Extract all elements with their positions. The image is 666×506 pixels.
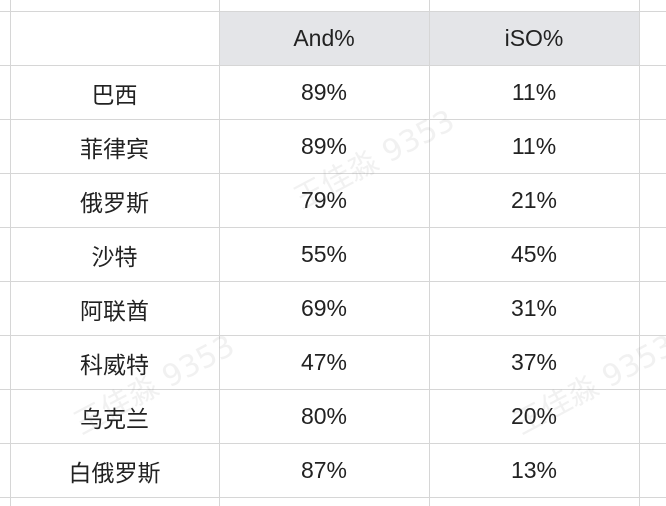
grid-line	[219, 0, 220, 506]
table-row: 沙特 55% 45%	[0, 228, 666, 282]
header-cell-ios[interactable]: iSO%	[429, 12, 639, 65]
and-cell[interactable]: 80%	[300, 403, 348, 429]
and-cell[interactable]: 79%	[300, 187, 348, 213]
table-row: 阿联酋 69% 31%	[0, 282, 666, 336]
ios-cell[interactable]: 31%	[510, 295, 558, 321]
ios-cell[interactable]: 11%	[511, 79, 557, 105]
ios-cell[interactable]: 13%	[510, 457, 558, 483]
header-cell-country[interactable]	[10, 12, 219, 65]
header-cell-and[interactable]: And%	[219, 12, 429, 65]
ios-cell[interactable]: 21%	[510, 187, 558, 213]
cell-top-b[interactable]	[219, 0, 429, 11]
ios-cell[interactable]: 37%	[510, 349, 558, 375]
table-row: 菲律宾 89% 11%	[0, 120, 666, 174]
cell-top-c[interactable]	[429, 0, 639, 11]
header-row: And% iSO%	[0, 12, 666, 66]
top-partial-row	[0, 0, 666, 12]
and-cell[interactable]: 69%	[300, 295, 348, 321]
and-cell[interactable]: 87%	[300, 457, 348, 483]
cell-top-a[interactable]	[10, 0, 219, 11]
country-cell[interactable]: 沙特	[91, 243, 138, 270]
country-cell[interactable]: 科威特	[80, 351, 149, 378]
grid-line	[10, 0, 11, 506]
table-row: 科威特 47% 37%	[0, 336, 666, 390]
country-cell[interactable]: 菲律宾	[80, 135, 149, 162]
ios-cell[interactable]: 45%	[510, 241, 558, 267]
table-row: 俄罗斯 79% 21%	[0, 174, 666, 228]
and-cell[interactable]: 89%	[300, 79, 348, 105]
and-cell[interactable]: 89%	[300, 133, 348, 159]
and-cell[interactable]: 47%	[300, 349, 348, 375]
country-cell[interactable]: 白俄罗斯	[68, 459, 161, 486]
grid-line	[429, 0, 430, 506]
table-row: 白俄罗斯 87% 13%	[0, 444, 666, 498]
grid-line	[639, 0, 640, 506]
and-cell[interactable]: 55%	[300, 241, 348, 267]
country-cell[interactable]: 乌克兰	[80, 405, 149, 432]
country-cell[interactable]: 巴西	[91, 81, 138, 108]
table-row: 巴西 89% 11%	[0, 66, 666, 120]
ios-cell[interactable]: 20%	[510, 403, 558, 429]
country-cell[interactable]: 阿联酋	[80, 297, 149, 324]
ios-cell[interactable]: 11%	[511, 133, 557, 159]
table-row: 乌克兰 80% 20%	[0, 390, 666, 444]
country-cell[interactable]: 俄罗斯	[80, 189, 149, 216]
